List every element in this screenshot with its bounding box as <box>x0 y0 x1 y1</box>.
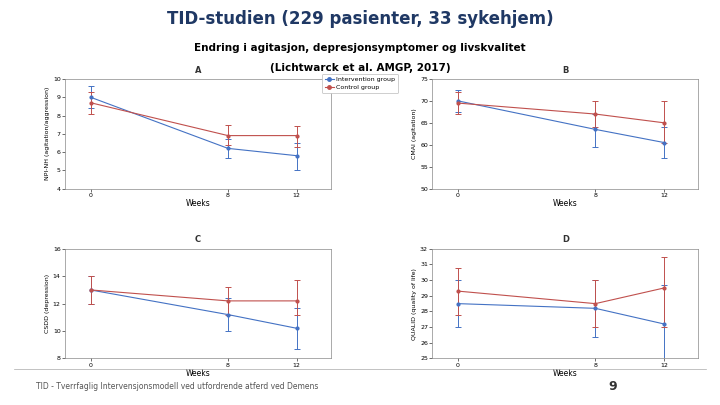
Legend: Intervention group, Control group: Intervention group, Control group <box>322 74 398 93</box>
Text: A: A <box>194 66 201 75</box>
Text: D: D <box>562 235 569 245</box>
X-axis label: Weeks: Weeks <box>186 369 210 378</box>
Text: TID - Tverrfaglig Intervensjonsmodell ved utfordrende atferd ved Demens: TID - Tverrfaglig Intervensjonsmodell ve… <box>36 382 318 391</box>
Y-axis label: QUALID (quality of life): QUALID (quality of life) <box>413 268 417 339</box>
Text: (Lichtwarck et al. AMGP, 2017): (Lichtwarck et al. AMGP, 2017) <box>270 63 450 73</box>
Y-axis label: CSDD (depression): CSDD (depression) <box>45 274 50 333</box>
Text: B: B <box>562 66 569 75</box>
Text: 9: 9 <box>608 380 617 393</box>
Y-axis label: NPI-NH (agitation/aggression): NPI-NH (agitation/aggression) <box>45 87 50 181</box>
Text: Endring i agitasjon, depresjonsymptomer og livskvalitet: Endring i agitasjon, depresjonsymptomer … <box>194 43 526 53</box>
Y-axis label: CMAI (agitation): CMAI (agitation) <box>413 109 418 159</box>
X-axis label: Weeks: Weeks <box>553 199 577 208</box>
X-axis label: Weeks: Weeks <box>553 369 577 378</box>
Text: TID-studien (229 pasienter, 33 sykehjem): TID-studien (229 pasienter, 33 sykehjem) <box>167 10 553 28</box>
Text: C: C <box>195 235 201 245</box>
X-axis label: Weeks: Weeks <box>186 199 210 208</box>
